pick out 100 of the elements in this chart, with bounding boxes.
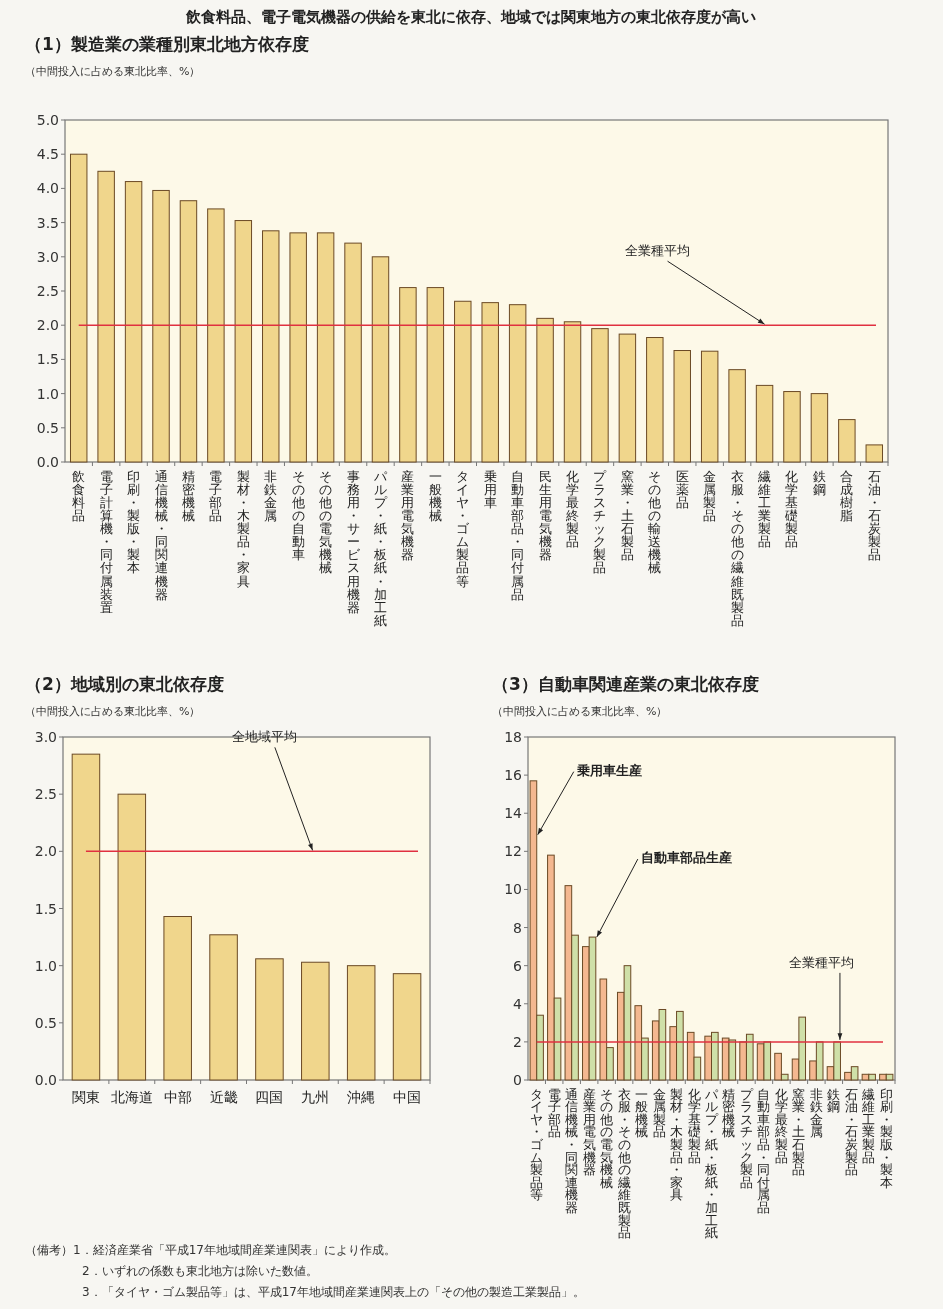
x-tick-label: 一般機械	[428, 468, 442, 523]
bar	[262, 230, 280, 463]
x-tick-label: プラスチック製品	[593, 468, 608, 576]
bar	[289, 232, 307, 463]
ref-line-label: 全業種平均	[625, 243, 691, 259]
y-tick-label: 18	[504, 729, 522, 745]
ref-line-label: 全業種平均	[789, 954, 855, 970]
y-tick-label: 1.0	[36, 385, 59, 402]
x-tick-label: 近畿	[209, 1089, 238, 1105]
bar	[783, 391, 801, 463]
bar	[392, 973, 422, 1081]
y-tick-label: 1.5	[34, 900, 57, 917]
bar	[481, 302, 499, 463]
y-tick-label: 6	[513, 957, 523, 974]
category-label: パルプ・紙・板紙・加工紙	[373, 468, 387, 628]
bar	[646, 337, 664, 463]
bar	[810, 393, 829, 463]
bar	[152, 189, 170, 463]
y-tick-label: 0.5	[36, 419, 59, 436]
x-tick-label: その他の電気機械	[319, 468, 333, 576]
category-label: タイヤ・ゴム製品等	[456, 468, 470, 589]
bar	[371, 256, 390, 463]
y-tick-label: 0.5	[34, 1014, 57, 1031]
x-tick-label: 非鉄金属	[809, 1086, 823, 1140]
x-tick-label: 繊維工業製品	[757, 468, 772, 550]
x-tick-label: 乗用車	[483, 468, 497, 510]
x-tick-label: 北海道	[110, 1089, 153, 1105]
x-tick-label: 印刷・製版・製本	[127, 468, 141, 576]
y-tick-label: 1.0	[34, 957, 57, 974]
x-tick-label: 民生用電気機器	[538, 468, 552, 563]
category-label: 通信機械・同関連機器	[154, 468, 168, 602]
x-tick-label: 石油・石炭製品	[844, 1086, 858, 1178]
x-tick-label: 精密機械	[181, 468, 195, 523]
bar	[124, 181, 143, 463]
bar	[454, 300, 472, 463]
category-label: 衣服・その他の繊維既製品	[730, 468, 744, 628]
y-tick-label: 3.0	[36, 248, 59, 265]
x-tick-label: 化学基礎製品	[686, 1086, 701, 1165]
x-tick-label: 飲食料品	[72, 468, 86, 523]
y-tick-label: 0	[513, 1072, 522, 1088]
x-tick-label: 化学基礎製品	[784, 468, 799, 550]
y-tick-label: 14	[504, 805, 523, 822]
bar	[838, 419, 856, 463]
category-label: 製材・木製品・家具	[236, 468, 250, 589]
bar	[209, 934, 238, 1081]
x-tick-label: 非鉄金属	[264, 468, 278, 523]
y-tick-label: 0.0	[36, 454, 59, 470]
y-tick-label: 10	[504, 881, 522, 898]
bar	[301, 961, 330, 1081]
bar	[163, 916, 192, 1081]
bar	[700, 350, 719, 463]
category-label: 事務用・サービス用機器	[346, 468, 360, 615]
bar	[255, 958, 284, 1081]
text: 自動車部品生産	[640, 850, 732, 866]
ref-line-label: 全地域平均	[232, 729, 298, 745]
x-tick-label: 鉄鋼	[812, 468, 826, 497]
bar	[508, 304, 527, 463]
y-tick-label: 3.5	[36, 214, 59, 231]
x-tick-label: 関東	[71, 1089, 100, 1105]
y-tick-label: 0.0	[34, 1072, 57, 1088]
y-tick-label: 3.0	[34, 729, 57, 745]
x-tick-label: 一般機械	[635, 1086, 649, 1140]
bar	[316, 232, 335, 463]
y-tick-label: 12	[504, 843, 522, 860]
category-label: 電子計算機・同付属装置	[99, 468, 113, 615]
bar	[591, 328, 609, 463]
y-axis-title: （中間投入に占める東北比率、%）	[25, 705, 201, 718]
x-tick-label: 印刷・製版・製本	[879, 1086, 893, 1190]
y-tick-label: 5.0	[36, 112, 59, 128]
chart-subtitle: （1）製造業の業種別東北地方依存度	[25, 34, 309, 54]
y-tick-label: 2.0	[36, 317, 59, 334]
x-tick-label: 電子部品	[209, 468, 223, 523]
y-tick-label: 2.0	[34, 843, 57, 860]
x-tick-label: 窯業・土石製品	[620, 468, 634, 563]
x-tick-label: 金属製品	[652, 1086, 666, 1140]
x-tick-label: プラスチック製品	[739, 1086, 754, 1190]
bar	[618, 333, 637, 463]
text: 2．いずれの係数も東北地方は除いた数値。	[82, 1264, 318, 1278]
x-tick-label: 鉄鋼	[827, 1086, 841, 1115]
x-tick-label: 医薬品	[675, 468, 689, 510]
y-axis-title: （中間投入に占める東北比率、%）	[25, 65, 201, 78]
bar	[536, 317, 554, 463]
bar	[399, 287, 417, 463]
bar	[234, 220, 253, 463]
x-tick-label: 石油・石炭製品	[867, 468, 881, 563]
x-tick-label: 繊維工業製品	[861, 1086, 876, 1165]
bar	[179, 200, 198, 463]
category-label: パルプ・紙・板紙・加工紙	[705, 1086, 718, 1241]
x-tick-label: 四国	[255, 1089, 284, 1105]
y-tick-label: 2	[513, 1033, 522, 1050]
x-tick-label: その他の電気機械	[600, 1086, 614, 1190]
y-tick-label: 2.5	[34, 786, 57, 803]
category-label: タイヤ・ゴム製品等	[530, 1086, 544, 1203]
bar	[426, 287, 445, 463]
y-tick-label: 1.5	[36, 351, 59, 368]
text: 3．「タイヤ・ゴム製品等」は、平成17年地域間産業連関表上の「その他の製造工業製品」。	[82, 1285, 585, 1299]
y-axis-title: （中間投入に占める東北比率、%）	[492, 705, 668, 718]
y-tick-label: 4.5	[36, 146, 59, 163]
x-tick-label: 中部	[163, 1089, 192, 1105]
category-label: 通信機械・同関連機器	[565, 1086, 579, 1215]
